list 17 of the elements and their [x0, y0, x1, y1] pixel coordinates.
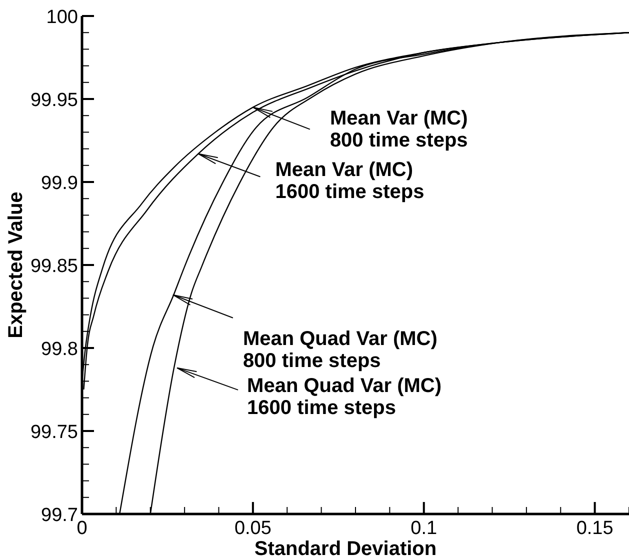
annotation: Mean Var (MC) 1600 time steps — [275, 158, 424, 203]
x-axis-title: Standard Deviation — [254, 538, 437, 558]
x-tick-label: 0 — [76, 518, 88, 539]
annotation: Mean Quad Var (MC) 800 time steps — [242, 328, 438, 372]
x-tick-label: 0.05 — [234, 518, 272, 539]
annotation: Mean Var (MC) 800 time steps — [330, 107, 468, 152]
y-tick-label: 99.75 — [30, 422, 78, 443]
y-tick-label: 99.7 — [41, 505, 78, 526]
y-tick-label: 99.9 — [41, 173, 78, 194]
y-tick-label: 99.85 — [30, 256, 78, 277]
y-tick-label: 99.95 — [30, 90, 78, 111]
y-tick-label: 100 — [46, 7, 78, 28]
annotation: Mean Quad Var (MC) 1600 time steps — [247, 374, 442, 419]
x-tick-label: 0.15 — [576, 518, 614, 539]
y-axis-title: Expected Value — [5, 192, 27, 338]
y-tick-label: 99.8 — [41, 339, 78, 360]
x-tick-label: 0.1 — [410, 518, 438, 539]
